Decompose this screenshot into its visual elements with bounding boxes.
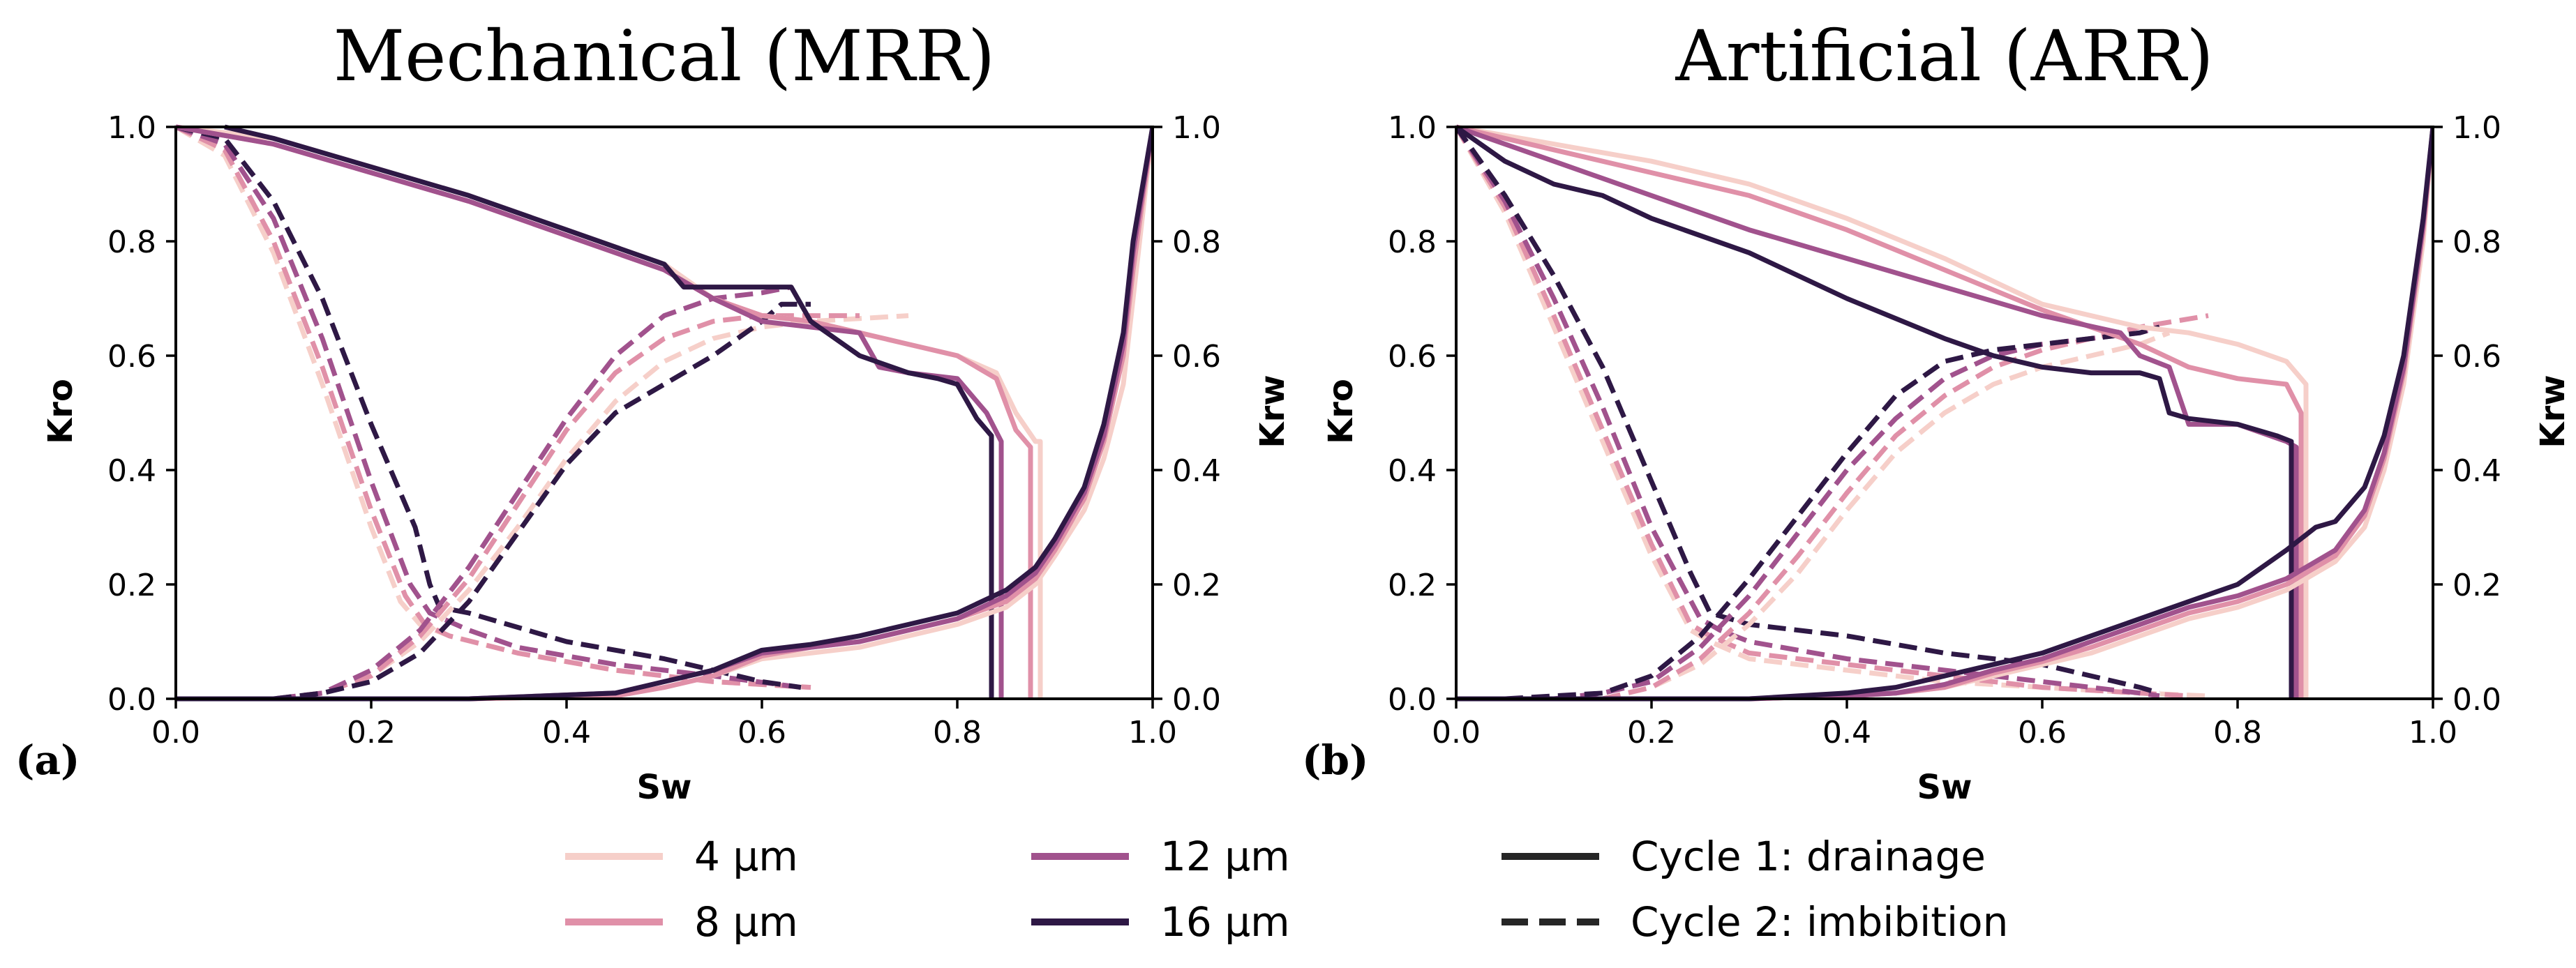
legend-label-12um: 12 μm — [1160, 833, 1290, 880]
y-tick-label-right: 0.0 — [2453, 682, 2501, 718]
x-tick-label: 0.0 — [151, 715, 200, 750]
series-line-16um-drainage-11 — [224, 124, 994, 699]
y-tick-label-left: 0.0 — [1388, 682, 1437, 718]
plot-frame — [1455, 126, 2434, 700]
y-tick-label-left: 0.8 — [107, 225, 156, 260]
series-line-8um-drainage-9 — [1456, 124, 2304, 699]
y-tick-label-right: 0.0 — [1172, 682, 1221, 718]
series-line-4um-imbibition-4 — [1602, 330, 2171, 702]
x-tick-label: 0.6 — [737, 715, 786, 750]
legend: 4 μm 8 μm 12 μm 16 μm Cycle 1: drainage Cycle… — [565, 833, 2008, 946]
series-line-16um-drainage-15 — [176, 126, 1153, 702]
y-tick-label-left: 1.0 — [1388, 110, 1437, 146]
y-tick-label-left: 0.6 — [1388, 339, 1437, 375]
plot-frame — [174, 126, 1154, 700]
series-line-16um-imbibition-3 — [176, 124, 802, 690]
y-tick-label-left: 0.4 — [107, 453, 156, 489]
y-tick-label-left: 0.0 — [107, 682, 156, 718]
x-tick-label: 0.0 — [1432, 715, 1481, 750]
series-line-16um-imbibition-7 — [273, 301, 811, 702]
x-tick-label: 0.8 — [2213, 715, 2262, 750]
y-tick-label-right: 1.0 — [1172, 110, 1221, 146]
x-tick-label: 0.8 — [933, 715, 982, 750]
y-axis-label-right: Krw — [1253, 375, 1292, 448]
y-tick-label-left: 0.2 — [1388, 568, 1437, 603]
series-group — [1456, 124, 2433, 702]
series-line-4um-drainage-12 — [176, 126, 1153, 702]
x-tick-label: 0.4 — [1822, 715, 1871, 750]
legend-label-4um: 4 μm — [694, 833, 798, 880]
legend-label-8um: 8 μm — [694, 898, 798, 946]
y-tick-label-left: 0.8 — [1388, 225, 1437, 260]
y-axis-label-right: Krw — [2533, 375, 2573, 448]
y-tick-label-right: 1.0 — [2453, 110, 2501, 146]
series-line-16um-imbibition-7 — [1504, 324, 2160, 702]
series-line-16um-drainage-15 — [1456, 126, 2433, 702]
series-line-12um-imbibition-2 — [1456, 126, 2160, 699]
series-line-8um-drainage-9 — [176, 124, 1033, 699]
series-line-12um-drainage-14 — [176, 126, 1153, 702]
series-line-8um-imbibition-1 — [176, 124, 811, 690]
legend-label-drainage: Cycle 1: drainage — [1631, 833, 1986, 880]
y-tick-label-right: 0.4 — [2453, 453, 2501, 489]
x-tick-label: 0.6 — [2018, 715, 2067, 750]
x-tick-label: 0.2 — [347, 715, 396, 750]
y-tick-label-right: 0.4 — [1172, 453, 1221, 489]
y-axis-label-left: Kro — [41, 379, 80, 444]
y-tick-label-right: 0.8 — [1172, 225, 1221, 260]
y-tick-label-right: 0.2 — [1172, 568, 1221, 603]
y-tick-label-left: 1.0 — [107, 110, 156, 146]
y-tick-label-left: 0.4 — [1388, 453, 1437, 489]
x-axis-label: Sw — [637, 768, 692, 807]
y-tick-label-left: 0.2 — [107, 568, 156, 603]
x-tick-label: 0.4 — [542, 715, 591, 750]
panel-a-mechanical: Mechanical (MRR) (a) Sw Kro Krw 0.00.0 0.… — [15, 15, 1292, 807]
panel-b-artificial: Artificial (ARR) (b) Sw Kro Krw 0.00.0 0.… — [1302, 15, 2573, 807]
series-line-4um-drainage-8 — [1456, 124, 2309, 699]
x-tick-label: 1.0 — [2409, 715, 2457, 750]
y-tick-label-right: 0.6 — [1172, 339, 1221, 375]
panel-letter: (b) — [1302, 736, 1368, 784]
panel-title: Mechanical (MRR) — [334, 15, 995, 97]
series-line-12um-drainage-10 — [176, 124, 1004, 699]
y-tick-label-right: 0.6 — [2453, 339, 2501, 375]
panel-title: Artificial (ARR) — [1675, 15, 2213, 97]
y-tick-label-left: 0.6 — [107, 339, 156, 375]
series-line-16um-drainage-11 — [1456, 125, 2294, 699]
legend-label-imbibition: Cycle 2: imbibition — [1631, 898, 2008, 946]
series-line-16um-imbibition-3 — [1456, 125, 2160, 696]
series-line-8um-drainage-13 — [176, 126, 1153, 702]
series-line-12um-drainage-14 — [1456, 126, 2433, 702]
legend-label-16um: 16 μm — [1160, 898, 1290, 946]
y-tick-label-right: 0.8 — [2453, 225, 2501, 260]
y-tick-label-right: 0.2 — [2453, 568, 2501, 603]
x-tick-label: 1.0 — [1128, 715, 1177, 750]
series-group — [176, 124, 1153, 702]
x-tick-label: 0.2 — [1627, 715, 1676, 750]
panel-letter: (a) — [15, 736, 80, 784]
x-axis-label: Sw — [1917, 768, 1972, 807]
y-axis-label-left: Kro — [1321, 379, 1361, 444]
series-line-12um-imbibition-2 — [176, 124, 802, 690]
